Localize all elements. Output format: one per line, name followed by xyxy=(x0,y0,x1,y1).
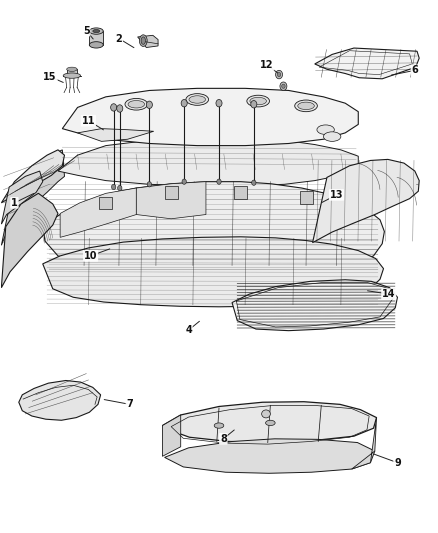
Text: 15: 15 xyxy=(43,71,57,82)
Polygon shape xyxy=(315,48,419,79)
Text: 6: 6 xyxy=(411,66,418,75)
Polygon shape xyxy=(78,128,154,141)
Polygon shape xyxy=(89,31,103,45)
Ellipse shape xyxy=(214,423,224,428)
Text: 11: 11 xyxy=(81,116,95,126)
Ellipse shape xyxy=(93,29,100,33)
Ellipse shape xyxy=(89,28,103,34)
Polygon shape xyxy=(162,415,181,456)
Polygon shape xyxy=(136,182,206,219)
Circle shape xyxy=(181,100,187,107)
Polygon shape xyxy=(63,69,81,76)
Bar xyxy=(300,191,313,204)
Ellipse shape xyxy=(128,101,145,108)
Polygon shape xyxy=(58,138,358,186)
Text: 5: 5 xyxy=(83,26,90,36)
Polygon shape xyxy=(138,35,158,47)
Bar xyxy=(165,186,178,199)
Ellipse shape xyxy=(141,37,145,44)
Ellipse shape xyxy=(295,100,318,112)
Polygon shape xyxy=(1,150,64,245)
Circle shape xyxy=(217,179,221,184)
Circle shape xyxy=(280,82,287,91)
Text: 8: 8 xyxy=(220,434,227,444)
Text: 12: 12 xyxy=(260,60,274,70)
Ellipse shape xyxy=(298,102,314,110)
Ellipse shape xyxy=(89,42,103,48)
Ellipse shape xyxy=(247,95,269,107)
Circle shape xyxy=(117,185,122,191)
Circle shape xyxy=(277,72,281,77)
Polygon shape xyxy=(1,150,64,203)
Polygon shape xyxy=(43,237,384,307)
Polygon shape xyxy=(352,418,377,469)
Circle shape xyxy=(111,104,117,111)
Circle shape xyxy=(282,84,285,88)
Polygon shape xyxy=(62,88,358,146)
Bar xyxy=(99,197,113,209)
Polygon shape xyxy=(165,439,375,473)
Circle shape xyxy=(147,182,152,187)
Polygon shape xyxy=(60,188,136,237)
Polygon shape xyxy=(19,381,101,420)
Text: 14: 14 xyxy=(382,289,396,299)
Ellipse shape xyxy=(261,410,270,418)
Polygon shape xyxy=(313,159,419,243)
Polygon shape xyxy=(43,182,385,273)
Circle shape xyxy=(117,105,123,112)
Text: 2: 2 xyxy=(116,34,122,44)
Text: 9: 9 xyxy=(394,458,401,467)
Polygon shape xyxy=(232,280,397,330)
Polygon shape xyxy=(162,402,377,442)
Ellipse shape xyxy=(125,99,148,110)
Text: 13: 13 xyxy=(330,190,343,200)
Ellipse shape xyxy=(265,420,275,425)
Text: 1: 1 xyxy=(11,198,18,208)
Circle shape xyxy=(182,179,186,184)
Circle shape xyxy=(252,180,256,185)
Ellipse shape xyxy=(189,96,205,103)
Circle shape xyxy=(216,100,222,107)
Polygon shape xyxy=(1,171,43,224)
Ellipse shape xyxy=(67,67,77,71)
Circle shape xyxy=(146,101,152,109)
Polygon shape xyxy=(1,193,58,288)
Ellipse shape xyxy=(317,125,334,134)
Text: 10: 10 xyxy=(84,251,97,261)
Ellipse shape xyxy=(250,98,266,105)
Circle shape xyxy=(112,184,116,190)
Bar xyxy=(234,186,247,199)
Ellipse shape xyxy=(186,94,208,106)
Circle shape xyxy=(276,70,283,79)
Ellipse shape xyxy=(323,132,341,141)
Text: 7: 7 xyxy=(127,399,133,409)
Ellipse shape xyxy=(63,73,81,78)
Ellipse shape xyxy=(139,35,147,46)
Circle shape xyxy=(251,101,257,108)
Text: 4: 4 xyxy=(185,325,192,335)
